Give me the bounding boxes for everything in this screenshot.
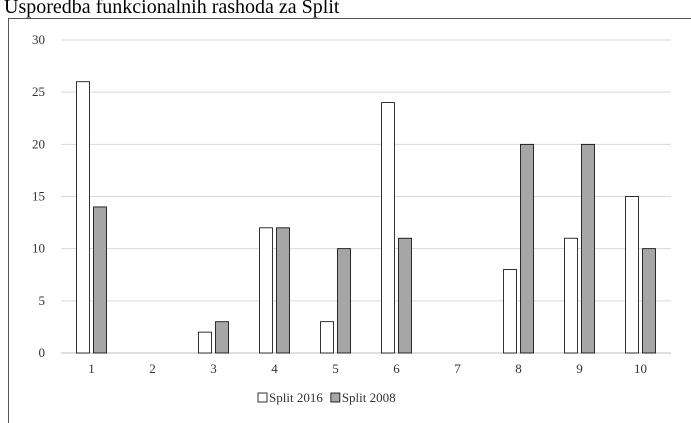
- bar: [520, 143, 534, 354]
- bar: [625, 196, 639, 354]
- chart-frame: [8, 18, 691, 423]
- x-tick-label: 7: [454, 361, 461, 376]
- y-tick-label: 20: [32, 136, 45, 151]
- bar: [642, 248, 656, 354]
- x-tick-label: 2: [149, 361, 156, 376]
- legend-swatch: [330, 392, 341, 403]
- bar: [503, 269, 517, 354]
- bar: [276, 227, 290, 354]
- y-tick-label: 25: [32, 84, 45, 99]
- legend-label: Split 2016: [269, 390, 323, 405]
- y-tick-label: 0: [39, 345, 46, 360]
- y-tick-label: 15: [32, 189, 45, 204]
- legend-label: Split 2008: [342, 390, 396, 405]
- bar: [398, 237, 412, 354]
- bar: [337, 248, 351, 354]
- x-tick-label: 8: [515, 361, 522, 376]
- bar: [581, 143, 595, 354]
- bar: [76, 81, 90, 354]
- x-tick-label: 1: [88, 361, 95, 376]
- bar: [381, 102, 395, 354]
- bar: [564, 237, 578, 354]
- x-tick-label: 5: [332, 361, 339, 376]
- x-tick-label: 3: [210, 361, 217, 376]
- y-tick-label: 5: [39, 293, 46, 308]
- bar: [215, 321, 229, 354]
- x-tick-label: 9: [576, 361, 583, 376]
- x-tick-label: 4: [271, 361, 278, 376]
- x-tick-label: 10: [634, 361, 647, 376]
- bar: [93, 206, 107, 354]
- chart-title: Usporedba funkcionalnih rashoda za Split: [4, 0, 340, 18]
- bar: [198, 331, 212, 354]
- y-tick-label: 10: [32, 241, 45, 256]
- bar: [320, 321, 334, 354]
- legend-swatch: [257, 392, 268, 403]
- bar: [259, 227, 273, 354]
- y-tick-label: 30: [32, 32, 45, 47]
- x-tick-label: 6: [393, 361, 400, 376]
